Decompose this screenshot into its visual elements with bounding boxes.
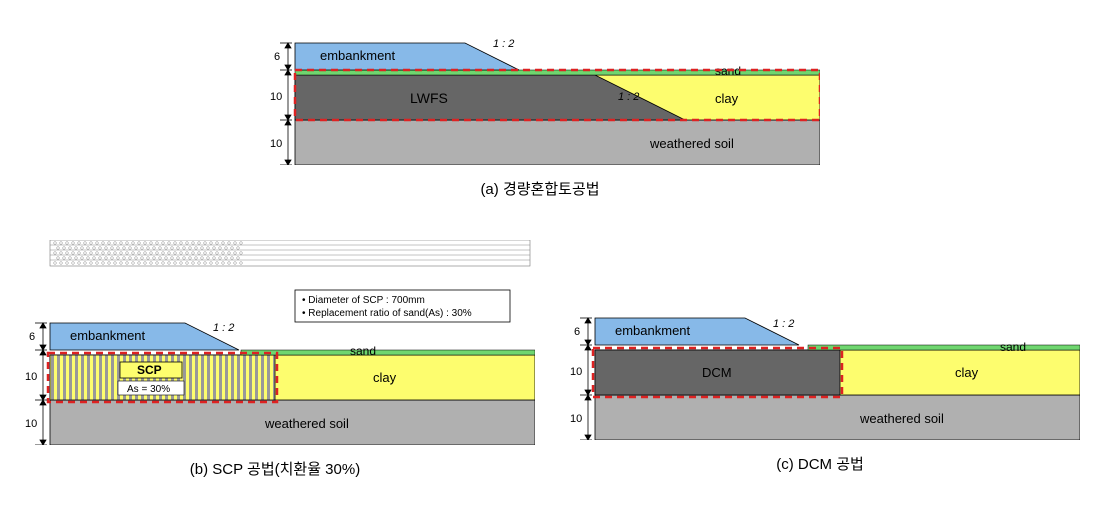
svg-text:clay: clay: [955, 365, 979, 380]
svg-text:DCM: DCM: [702, 365, 732, 380]
svg-text:weathered soil: weathered soil: [264, 416, 349, 431]
svg-text:SCP: SCP: [137, 363, 162, 377]
svg-text:6: 6: [574, 326, 580, 338]
section-a-svg: 1 : 2 1 : 2 embankment LWFS clay sand we…: [260, 10, 820, 165]
svg-text:embankment: embankment: [320, 48, 396, 63]
svg-text:embankment: embankment: [615, 323, 691, 338]
diagram-b-scp: • Diameter of SCP : 700mm • Replacement …: [15, 240, 535, 479]
svg-text:6: 6: [274, 51, 280, 63]
svg-text:10: 10: [25, 371, 37, 383]
svg-text:1 : 2: 1 : 2: [493, 38, 514, 50]
svg-text:clay: clay: [715, 91, 739, 106]
svg-text:10: 10: [270, 138, 282, 150]
svg-text:1 : 2: 1 : 2: [618, 91, 639, 103]
svg-text:embankment: embankment: [70, 328, 146, 343]
svg-text:10: 10: [570, 413, 582, 425]
svg-text:1 : 2: 1 : 2: [213, 322, 234, 334]
section-c-svg: 1 : 2 embankment DCM clay sand weathered…: [560, 275, 1080, 440]
info-line1: • Diameter of SCP : 700mm: [302, 295, 425, 306]
svg-text:weathered soil: weathered soil: [859, 411, 944, 426]
caption-a: (a) 경량혼합토공법: [260, 178, 820, 199]
svg-text:sand: sand: [350, 344, 376, 358]
caption-b: (b) SCP 공법(치환율 30%): [15, 458, 535, 479]
svg-text:6: 6: [29, 331, 35, 343]
svg-text:10: 10: [570, 366, 582, 378]
cross-section-c: 1 : 2 embankment DCM clay sand weathered…: [560, 275, 1080, 445]
scp-plan-grid: [15, 240, 535, 275]
cross-section-b: • Diameter of SCP : 700mm • Replacement …: [15, 280, 535, 450]
cross-section-a: 1 : 2 1 : 2 embankment LWFS clay sand we…: [260, 10, 820, 170]
diagram-a-lwfs: 1 : 2 1 : 2 embankment LWFS clay sand we…: [260, 10, 820, 199]
svg-text:sand: sand: [1000, 340, 1026, 354]
diagram-c-dcm: 1 : 2 embankment DCM clay sand weathered…: [560, 275, 1080, 474]
caption-c: (c) DCM 공법: [560, 453, 1080, 474]
svg-text:LWFS: LWFS: [410, 90, 448, 106]
section-b-svg: • Diameter of SCP : 700mm • Replacement …: [15, 280, 535, 445]
svg-text:clay: clay: [373, 370, 397, 385]
svg-text:10: 10: [270, 91, 282, 103]
svg-text:weathered soil: weathered soil: [649, 136, 734, 151]
svg-text:10: 10: [25, 418, 37, 430]
svg-text:As = 30%: As = 30%: [127, 384, 170, 395]
info-line2: • Replacement ratio of sand(As) : 30%: [302, 308, 472, 319]
svg-text:1 : 2: 1 : 2: [773, 318, 794, 330]
